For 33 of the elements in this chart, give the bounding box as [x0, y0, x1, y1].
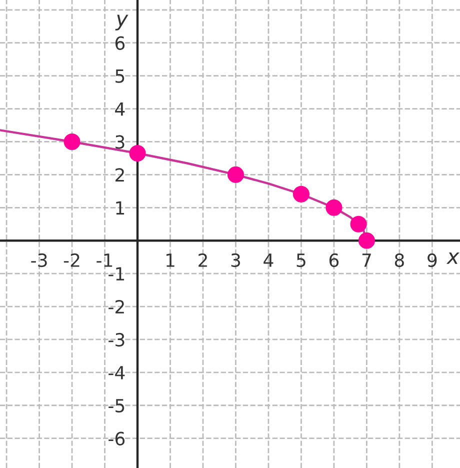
point — [358, 232, 375, 249]
y-tick-label: -5 — [108, 399, 124, 412]
point — [292, 186, 310, 202]
y-tick-label: 4 — [115, 102, 125, 116]
x-tick-label: 8 — [394, 253, 404, 268]
x-tick-label: 6 — [329, 253, 339, 268]
point — [326, 199, 342, 216]
x-tick-label: 9 — [428, 253, 437, 268]
x-tick-label: 5 — [296, 254, 306, 268]
point — [129, 144, 146, 162]
x-tick-label: 4 — [264, 254, 274, 267]
x-axis-title: x — [446, 252, 460, 264]
point — [64, 133, 80, 150]
y-tick-label: 1 — [116, 201, 124, 214]
y-tick-label: -6 — [108, 432, 125, 446]
point — [227, 166, 244, 183]
y-tick-label: 3 — [116, 135, 124, 149]
y-axis-title: y — [115, 14, 128, 30]
point — [350, 216, 367, 232]
y-tick-label: -3 — [108, 332, 124, 347]
x-tick-label: 7 — [362, 254, 371, 267]
y-tick-label: 2 — [116, 168, 124, 182]
x-tick-label: 2 — [198, 253, 207, 267]
y-tick-label: 6 — [115, 36, 125, 50]
x-tick-label: 3 — [231, 253, 240, 268]
x-tick-label: 1 — [166, 254, 174, 267]
y-tick-label: 5 — [116, 70, 124, 83]
y-tick-label: -2 — [108, 300, 124, 314]
x-tick-label: -2 — [64, 253, 80, 267]
x-tick-label: -3 — [31, 253, 47, 268]
y-tick-label: -4 — [108, 366, 125, 380]
y-tick-label: -1 — [108, 267, 124, 280]
x-tick-label: -1 — [96, 254, 112, 267]
